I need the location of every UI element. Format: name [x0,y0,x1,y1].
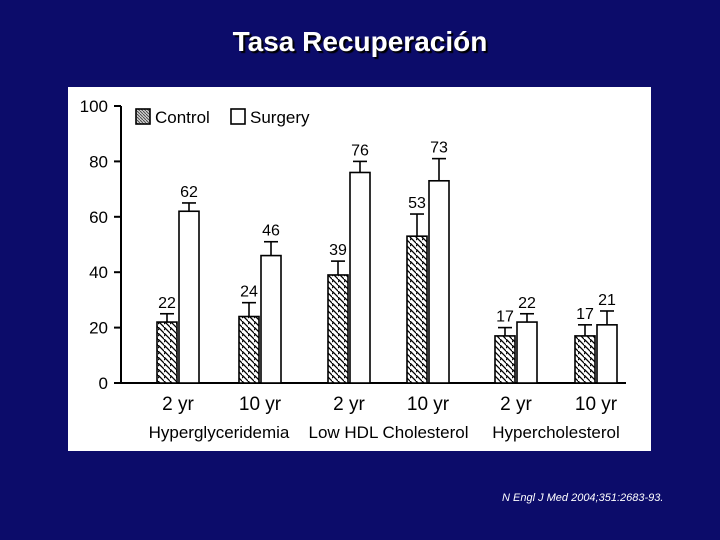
data-label: 39 [329,242,347,259]
data-label: 62 [180,184,198,201]
data-label: 53 [408,195,426,212]
legend-swatch [135,108,151,125]
bar-control [494,335,516,384]
bar-control [327,274,349,384]
chart-panel: 0 20 40 60 80 100 22 24 39 53 17 17 62 46 76 73 22 21 2 yr… [68,87,651,451]
y-tick-label: 20 [89,319,108,338]
y-tick-label: 100 [80,97,108,116]
bar-surgery [349,171,371,384]
data-label: 24 [240,284,258,301]
legend-label: Surgery [250,108,310,127]
bar-chart: 0 20 40 60 80 100 22 24 39 53 17 17 62 46 76 73 22 21 2 yr… [80,97,626,442]
group-label: Hyperglyceridemia [149,423,290,442]
data-label: 22 [518,295,536,312]
bar-control [238,315,260,384]
data-label: 76 [351,142,369,159]
bar-control [406,235,428,384]
x-tick-label: 10 yr [239,394,282,415]
y-tick-label: 80 [89,152,108,171]
legend-label: Control [155,108,210,127]
legend-swatch [230,108,246,125]
data-label: 22 [158,295,176,312]
y-tick-label: 0 [99,374,108,393]
data-label: 46 [262,223,280,240]
citation: N Engl J Med 2004;351:2683-93. [502,492,664,504]
group-label: Low HDL Cholesterol [309,423,469,442]
bar-surgery [516,321,538,384]
bar-control [156,321,178,384]
x-tick-label: 2 yr [333,394,365,415]
data-label: 73 [430,140,448,157]
x-tick-label: 10 yr [575,394,618,415]
bar-surgery [596,324,618,384]
bar-control [574,335,596,384]
slide-title: Tasa Recuperación [232,26,488,57]
y-tick-label: 40 [89,263,108,282]
group-label: Hypercholesterol [492,423,620,442]
data-label: 17 [496,309,514,326]
data-label: 21 [598,292,616,309]
x-tick-label: 2 yr [500,394,532,415]
bar-surgery [428,179,450,384]
y-tick-label: 60 [89,208,108,227]
x-tick-label: 2 yr [162,394,194,415]
bar-surgery [260,254,282,384]
bar-surgery [178,210,200,384]
data-label: 17 [576,306,594,323]
x-tick-label: 10 yr [407,394,450,415]
